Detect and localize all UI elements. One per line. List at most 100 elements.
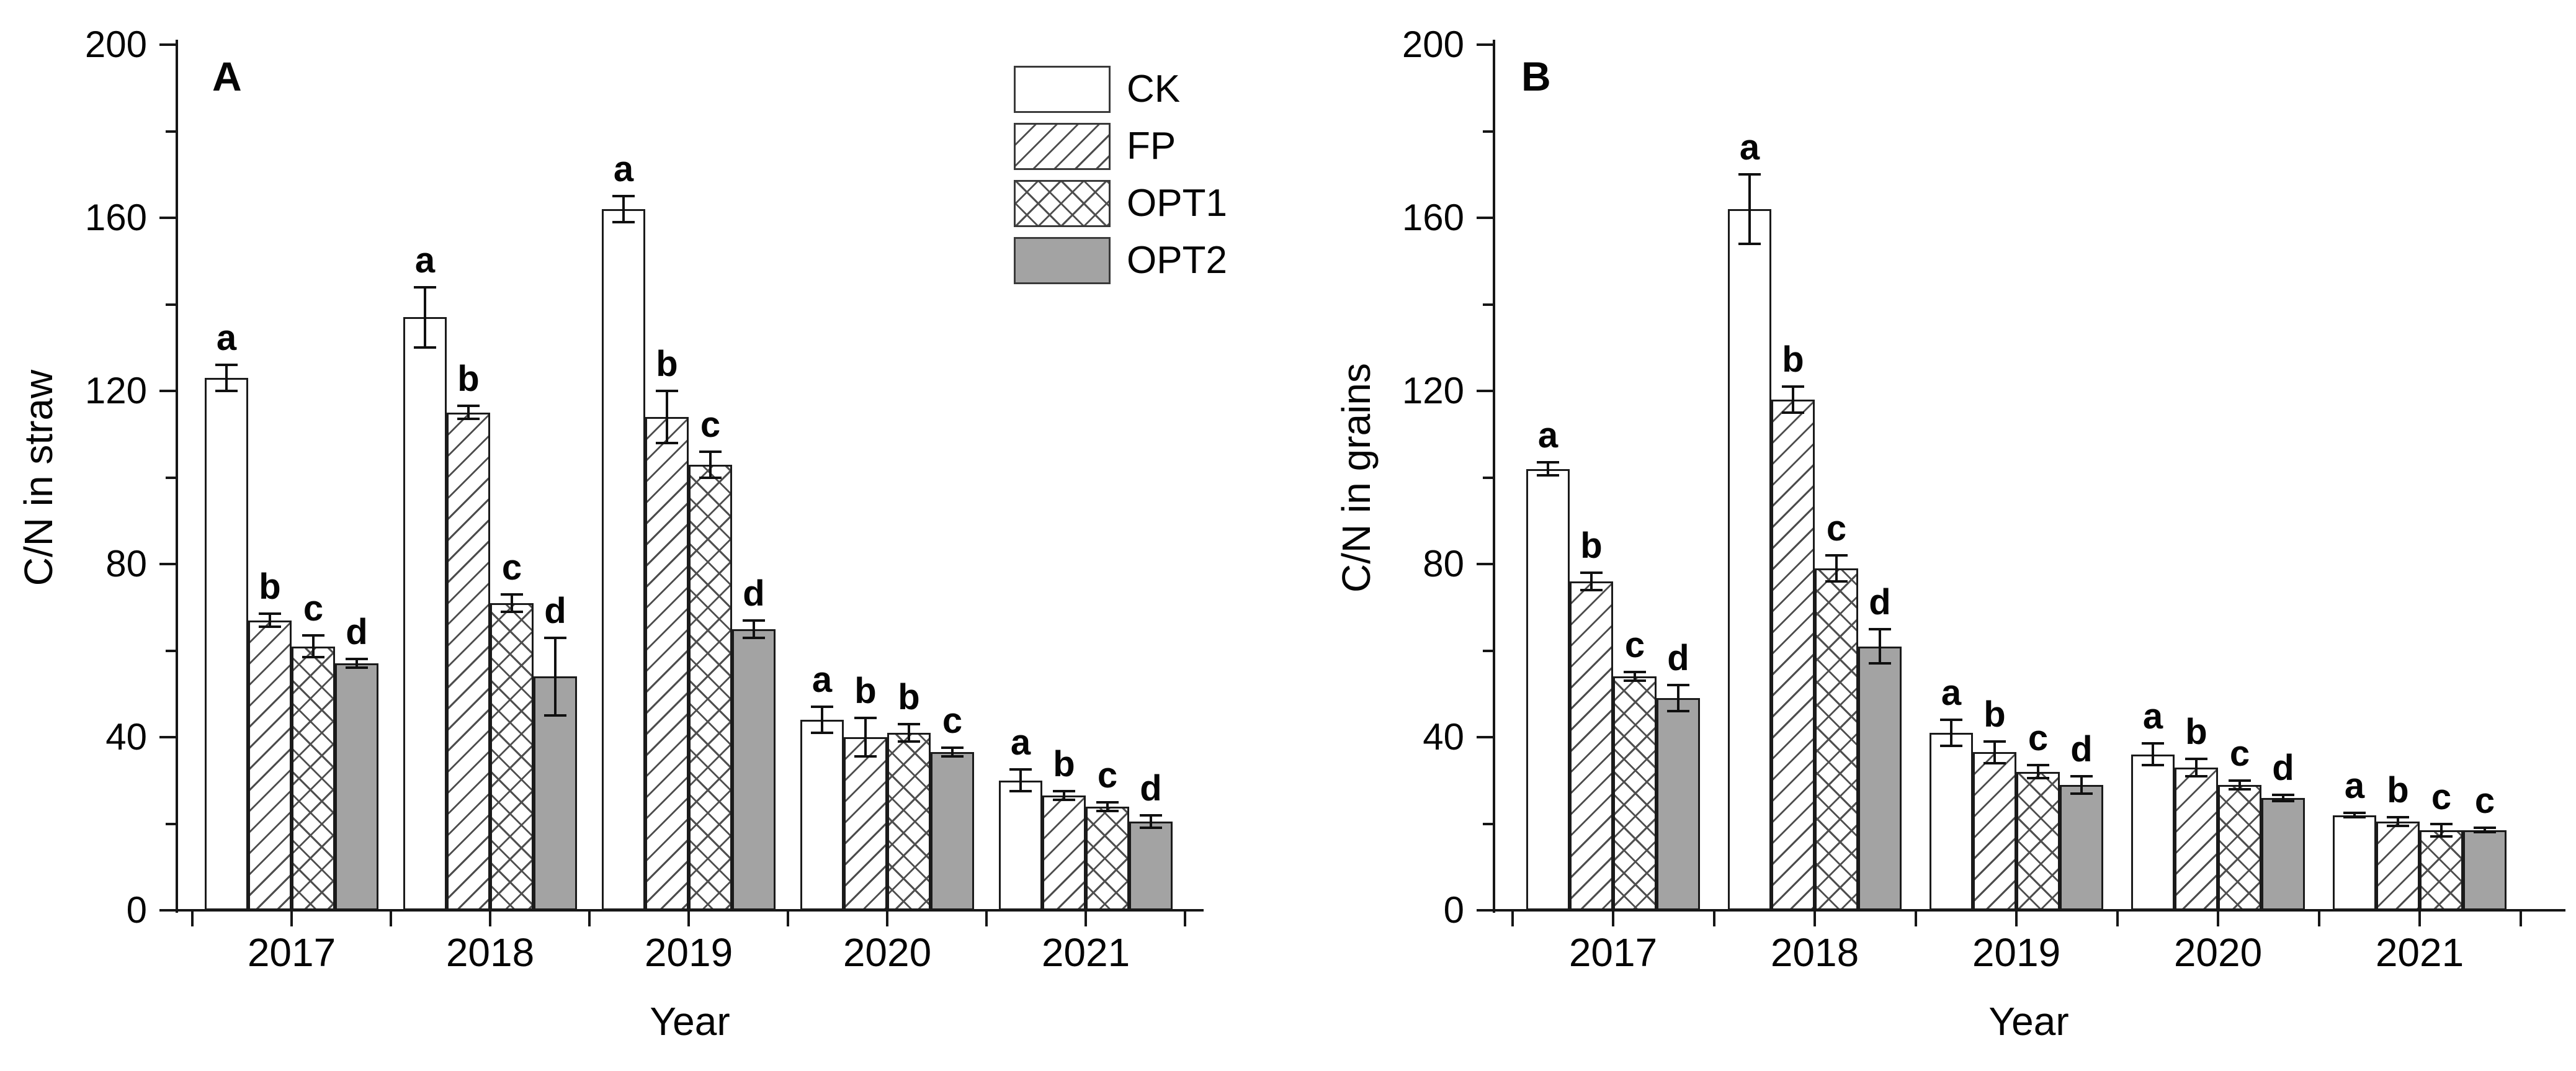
x-tick [1612, 912, 1614, 926]
x-year-label: 2019 [1972, 930, 2061, 975]
error-bar [2080, 776, 2083, 794]
significance-letter: c [1097, 755, 1118, 795]
y-minor-tick [1483, 649, 1493, 652]
significance-letter: a [414, 240, 436, 280]
error-bar-cap-top [699, 450, 722, 453]
significance-letter: b [898, 677, 920, 718]
y-tick-label: 0 [126, 889, 147, 931]
significance-letter: a [1537, 415, 1559, 456]
legend-label-opt1: OPT1 [1127, 182, 1227, 225]
error-bar-cap-top [1667, 684, 1689, 687]
error-bar [1950, 720, 1952, 746]
y-axis-line [1493, 40, 1495, 913]
error-bar-cap-bottom [2070, 792, 2093, 795]
y-tick-label: 80 [1423, 543, 1464, 585]
error-bar-cap-top [1825, 554, 1848, 557]
significance-letter: d [1140, 768, 1162, 809]
legend: CK FP OPT1 OPT2 [1014, 66, 1227, 294]
x-year-label: 2018 [445, 930, 535, 975]
error-bar-cap-top [941, 746, 964, 750]
significance-letter: d [2272, 747, 2294, 788]
error-bar-cap-bottom [2343, 816, 2366, 819]
x-year-label: 2020 [843, 930, 932, 975]
error-bar-cap-top [457, 405, 480, 408]
x-axis-title-a: Year [650, 999, 730, 1044]
error-bar-cap-top [2387, 816, 2409, 819]
y-major-tick [159, 909, 176, 912]
y-minor-tick [166, 476, 176, 479]
error-bar-cap-top [1096, 800, 1119, 804]
x-tick [886, 912, 888, 926]
error-bar [753, 620, 755, 638]
x-tick [2317, 912, 2320, 926]
y-tick-label: 160 [84, 197, 147, 238]
error-bar [1634, 672, 1636, 681]
y-minor-tick [1483, 130, 1493, 133]
legend-swatch-fp-diagonal-hatch [1014, 123, 1111, 170]
x-tick [2418, 912, 2421, 926]
bar-opt1-2020 [2218, 784, 2261, 910]
error-bar-cap-top [544, 636, 566, 639]
x-tick [787, 912, 789, 926]
error-bar-cap-bottom [1624, 679, 1646, 683]
error-bar-cap-bottom [1782, 411, 1804, 414]
error-bar [2238, 780, 2241, 789]
error-bar-cap-bottom [1053, 799, 1075, 802]
bar-fp-2020 [2175, 767, 2218, 910]
error-bar [424, 287, 426, 348]
y-major-tick [159, 563, 176, 565]
significance-letter: b [1983, 694, 2006, 735]
error-bar [2195, 758, 2198, 776]
error-bar-cap-top [1738, 173, 1761, 176]
error-bar-cap-bottom [699, 476, 722, 479]
y-tick-label: 80 [105, 543, 147, 585]
legend-row-opt1: OPT1 [1014, 180, 1227, 227]
significance-letter: c [2229, 733, 2250, 774]
y-major-tick [1477, 43, 1493, 46]
error-bar [467, 406, 470, 419]
y-major-tick [1477, 736, 1493, 738]
error-bar-cap-top [302, 634, 324, 637]
y-tick-label: 40 [105, 716, 147, 758]
error-bar-cap-top [1009, 768, 1032, 771]
y-major-tick [159, 43, 176, 46]
error-bar [1677, 685, 1679, 712]
y-minor-tick [166, 822, 176, 825]
error-bar-cap-top [1580, 571, 1603, 574]
error-bar-cap-bottom [1825, 580, 1848, 583]
bar-ck-2020 [2131, 754, 2175, 910]
error-bar-cap-top [2474, 827, 2496, 830]
error-bar-cap-bottom [1983, 761, 2006, 764]
significance-letter: c [303, 588, 324, 629]
error-bar-cap-top [1940, 719, 1962, 722]
x-year-label: 2020 [2173, 930, 2263, 975]
error-bar-cap-bottom [2474, 831, 2496, 834]
error-bar-cap-top [1053, 790, 1075, 793]
bar-fp-2020 [844, 737, 887, 910]
error-bar [821, 707, 823, 733]
bar-opt2-2017 [335, 663, 378, 910]
error-bar-cap-bottom [259, 625, 281, 629]
y-tick-label: 40 [1423, 716, 1464, 758]
error-bar-cap-top [2343, 812, 2366, 815]
error-bar [2484, 828, 2486, 833]
bar-opt1-2018 [1815, 568, 1858, 910]
error-bar-cap-top [656, 390, 678, 392]
error-bar-cap-top [1782, 385, 1804, 388]
significance-letter: a [1941, 673, 1962, 714]
error-bar [2397, 817, 2399, 826]
error-bar-cap-top [346, 658, 368, 661]
x-tick [290, 912, 293, 926]
x-year-label: 2021 [1041, 930, 1130, 975]
legend-row-fp: FP [1014, 123, 1227, 170]
x-tick [2015, 912, 2018, 926]
bar-fp-2019 [645, 416, 689, 910]
bar-fp-2021 [1042, 795, 1086, 910]
error-bar [2440, 823, 2443, 837]
error-bar-cap-bottom [1667, 710, 1689, 713]
legend-swatch-opt1-cross-hatch [1014, 180, 1111, 227]
y-major-tick [1477, 390, 1493, 392]
panel-label-a: A [212, 53, 242, 99]
error-bar-cap-bottom [215, 390, 238, 392]
error-bar [2037, 765, 2039, 779]
